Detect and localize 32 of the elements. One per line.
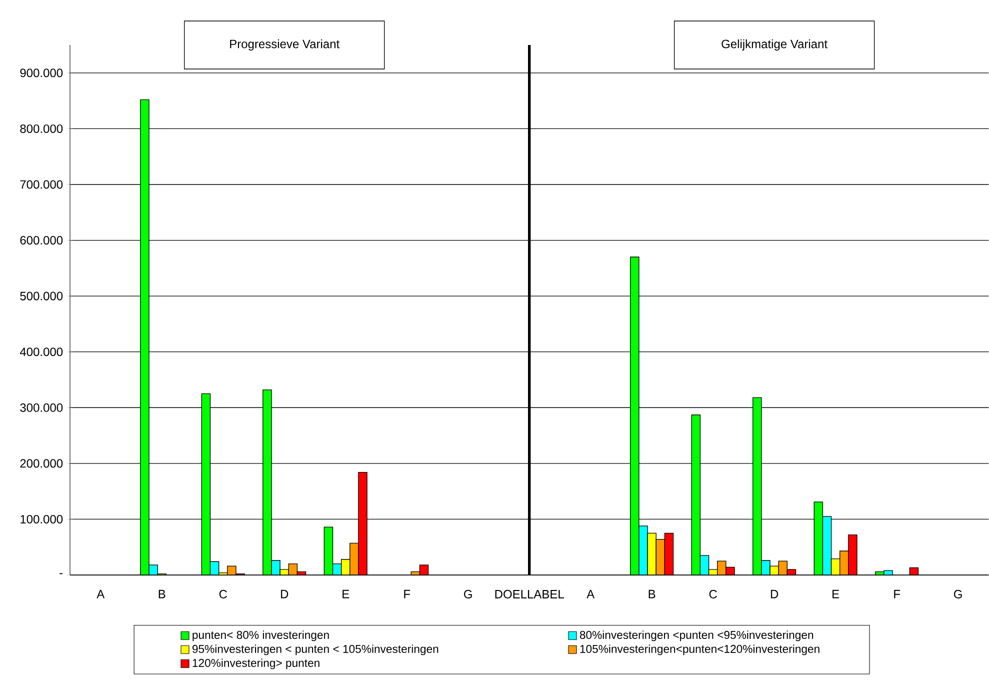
- y-tick-label: 400.000: [20, 348, 63, 356]
- annotation: Progressieve Variant: [230, 39, 340, 51]
- legend-label: 80%investeringen <punten <95%investeringen: [580, 630, 814, 642]
- x-tick-label: G: [954, 590, 962, 598]
- legend-label: 95%investeringen < punten < 105%investeringen: [192, 644, 438, 656]
- y-tick-label: 200.000: [20, 459, 63, 468]
- y-tick-label: -: [60, 573, 63, 574]
- x-tick-label: C: [219, 590, 227, 598]
- annotation: Gelijkmatige Variant: [722, 39, 828, 51]
- x-tick-label: A: [96, 590, 105, 598]
- legend-label: 120%investering> punten: [192, 658, 320, 670]
- x-tick-label: E: [832, 590, 840, 598]
- x-tick-label: B: [158, 590, 166, 598]
- y-tick-label: 800.000: [20, 124, 63, 133]
- y-tick-label: 500.000: [20, 292, 63, 300]
- x-tick-label: F: [894, 590, 900, 598]
- x-tick-label: A: [586, 590, 595, 598]
- y-tick-label: 900.000: [20, 68, 63, 78]
- x-tick-label: E: [342, 590, 350, 598]
- y-tick-label: 600.000: [20, 236, 63, 245]
- x-tick-label: B: [648, 590, 656, 598]
- x-tick-label: DOELLABEL: [495, 590, 564, 598]
- x-tick-label: G: [464, 590, 472, 598]
- y-tick-label: 700.000: [20, 180, 63, 189]
- y-tick-label: 100.000: [20, 514, 63, 524]
- x-tick-label: D: [281, 590, 288, 598]
- y-tick-label: 300.000: [20, 403, 63, 412]
- x-tick-label: F: [404, 590, 410, 598]
- legend-label: punten< 80% investeringen: [192, 630, 329, 642]
- legend-label: 105%investeringen<punten<120%investeringen: [580, 644, 820, 656]
- x-tick-label: D: [770, 590, 778, 598]
- x-tick-label: C: [709, 590, 717, 598]
